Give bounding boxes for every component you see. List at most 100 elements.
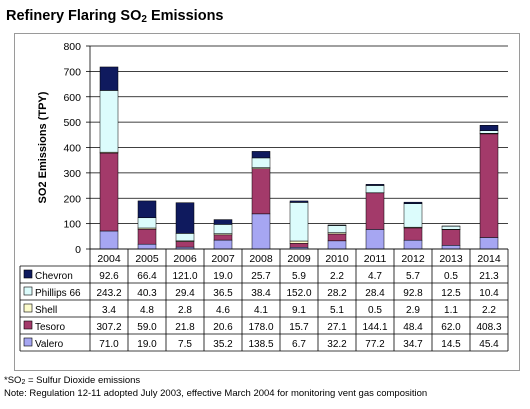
data-table-cell: 20.6 [213, 322, 233, 333]
x-category-label: 2004 [97, 253, 121, 265]
data-table-cell: 7.5 [178, 339, 192, 350]
bar-segment-phillips-66 [403, 203, 423, 228]
data-table-cell: 307.2 [96, 322, 121, 333]
data-table-cell: 0.5 [368, 305, 382, 316]
bar-segment-chevron [365, 184, 385, 186]
y-tick-label: 200 [63, 193, 81, 205]
data-table-cell: 21.3 [479, 271, 499, 282]
chart-title: Refinery Flaring SO2 Emissions [6, 8, 224, 25]
data-table-cell: 4.8 [140, 305, 154, 316]
bar-segment-valero [99, 230, 119, 250]
bar-segment-valero [251, 213, 271, 250]
footnote-1-prefix: *SO [4, 375, 22, 386]
bar-segment-tesoro [289, 243, 309, 248]
chart-title-prefix: Refinery Flaring SO [6, 8, 142, 24]
data-table-cell: 1.1 [444, 305, 458, 316]
data-table-cell: 19.0 [137, 339, 157, 350]
data-table-cell: 9.1 [292, 305, 306, 316]
data-table-cell: 19.0 [213, 271, 233, 282]
bar-segment-valero [479, 237, 499, 250]
bar-segment-tesoro [441, 229, 461, 246]
data-table-cell: 92.6 [99, 271, 119, 282]
data-table-cell: 92.8 [403, 288, 423, 299]
bar-segment-chevron [137, 200, 157, 219]
data-table-cell: 29.4 [175, 288, 195, 299]
x-category-label: 2008 [249, 253, 273, 265]
data-table-cell: 35.2 [213, 339, 233, 350]
legend-key-tesoro [23, 320, 33, 330]
x-category-label: 2012 [401, 253, 425, 265]
y-tick-label: 300 [63, 168, 81, 180]
bar-segment-valero [137, 243, 157, 250]
x-category-label: 2009 [287, 253, 311, 265]
x-category-label: 2013 [439, 253, 463, 265]
data-table-cell: 62.0 [441, 322, 461, 333]
legend-key-chevron [23, 269, 33, 279]
x-category-label: 2005 [135, 253, 159, 265]
bar-segment-phillips-66 [327, 225, 347, 233]
bar-segment-tesoro [365, 192, 385, 230]
legend-label: Chevron [35, 271, 73, 282]
data-table-cell: 21.8 [175, 322, 195, 333]
x-category-label: 2006 [173, 253, 197, 265]
bar-segment-tesoro [213, 234, 233, 241]
bar-segment-phillips-66 [137, 217, 157, 229]
data-table-cell: 12.5 [441, 288, 461, 299]
data-table-cell: 34.7 [403, 339, 423, 350]
footnote-so2-definition: *SO2 = Sulfur Dioxide emissions [4, 375, 140, 386]
legend-label: Shell [35, 305, 57, 316]
bar-segment-tesoro [137, 228, 157, 245]
data-table-cell: 27.1 [327, 322, 347, 333]
data-table-cell: 14.5 [441, 339, 461, 350]
data-table-cell: 4.1 [254, 305, 268, 316]
bar-segment-valero [213, 239, 233, 250]
data-table-cell: 121.0 [172, 271, 197, 282]
data-table-cell: 10.4 [479, 288, 499, 299]
bar-segment-phillips-66 [99, 90, 119, 153]
bar-segment-tesoro [251, 168, 271, 215]
data-table-cell: 28.2 [327, 288, 347, 299]
bar-segment-phillips-66 [175, 233, 195, 242]
y-tick-label: 800 [63, 41, 81, 53]
data-table-cell: 4.6 [216, 305, 230, 316]
bar-segment-phillips-66 [251, 157, 271, 168]
legend-key-shell [23, 303, 33, 313]
data-table-cell: 2.2 [330, 271, 344, 282]
bar-segment-tesoro [327, 233, 347, 242]
data-table-cell: 38.4 [251, 288, 271, 299]
bar-segment-phillips-66 [441, 225, 461, 230]
data-table-cell: 5.7 [406, 271, 420, 282]
chart-frame: 0 100 200 300 400 500 600 700 800 SO2 Emissions (… [14, 33, 520, 371]
data-table-cell: 6.7 [292, 339, 306, 350]
data-table-cell: 66.4 [137, 271, 157, 282]
legend-label: Phillips 66 [35, 288, 81, 299]
bar-segment-valero [365, 229, 385, 250]
data-table-cell: 25.7 [251, 271, 271, 282]
y-tick-label: 700 [63, 66, 81, 78]
data-table-cell: 4.7 [368, 271, 382, 282]
bar-segment-chevron [213, 219, 233, 225]
legend-label: Tesoro [35, 322, 65, 333]
bar-segment-chevron [289, 200, 309, 203]
data-table-cell: 28.4 [365, 288, 385, 299]
y-tick-label: 600 [63, 92, 81, 104]
data-table-cell: 2.9 [406, 305, 420, 316]
x-category-label: 2011 [364, 253, 387, 265]
data-table-cell: 2.2 [482, 305, 496, 316]
data-table-cell: 0.5 [444, 271, 458, 282]
y-tick-label: 0 [75, 244, 81, 256]
data-table-cell: 152.0 [286, 288, 311, 299]
legend-label: Valero [35, 339, 64, 350]
data-table-cell: 77.2 [365, 339, 385, 350]
bar-segment-chevron [175, 202, 195, 234]
chart-title-subscript: 2 [141, 14, 147, 25]
footnote-1-subscript: 2 [21, 379, 26, 386]
x-category-label: 2010 [325, 253, 349, 265]
bar-segment-chevron [99, 66, 119, 91]
data-table-cell: 15.7 [289, 322, 309, 333]
data-table-cell: 36.5 [213, 288, 233, 299]
bar-segment-tesoro [403, 227, 423, 241]
y-tick-label: 100 [63, 219, 81, 231]
bar-segment-valero [403, 239, 423, 250]
footnote-1-suffix: = Sulfur Dioxide emissions [25, 375, 141, 386]
